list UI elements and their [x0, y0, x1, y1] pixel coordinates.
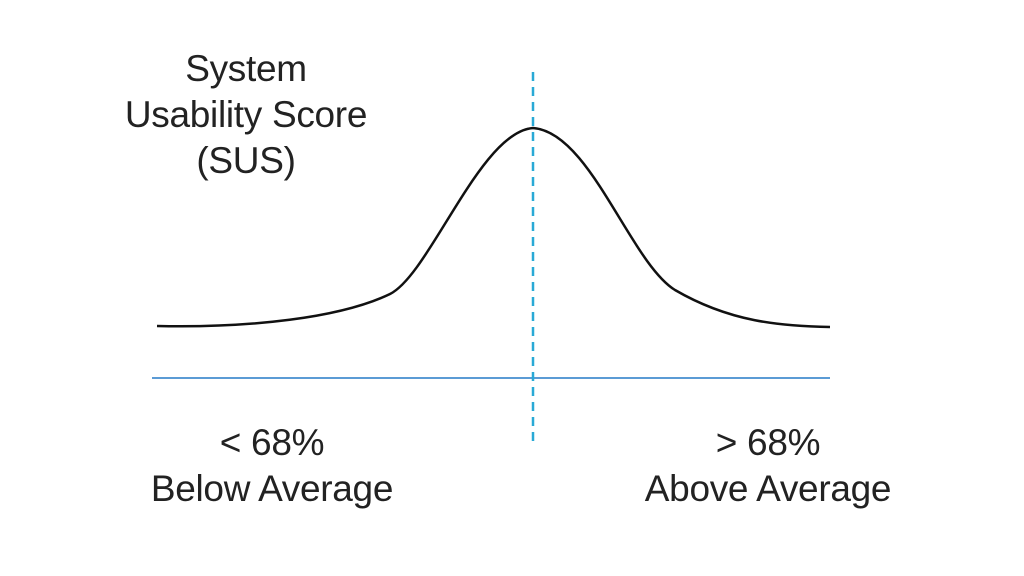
below-average-text: Below Average: [150, 468, 394, 509]
above-threshold-value: > 68%: [715, 422, 821, 463]
below-average-label: < 68% Below Average: [122, 420, 422, 512]
bell-curve: [156, 126, 831, 329]
diagram-title: System Usability Score (SUS): [96, 46, 396, 184]
title-line-1: System: [185, 48, 307, 89]
title-line-2: Usability Score: [124, 94, 368, 135]
title-line-3: (SUS): [196, 140, 296, 181]
below-threshold-value: < 68%: [219, 422, 325, 463]
above-average-text: Above Average: [644, 468, 892, 509]
above-average-label: > 68% Above Average: [618, 420, 918, 512]
